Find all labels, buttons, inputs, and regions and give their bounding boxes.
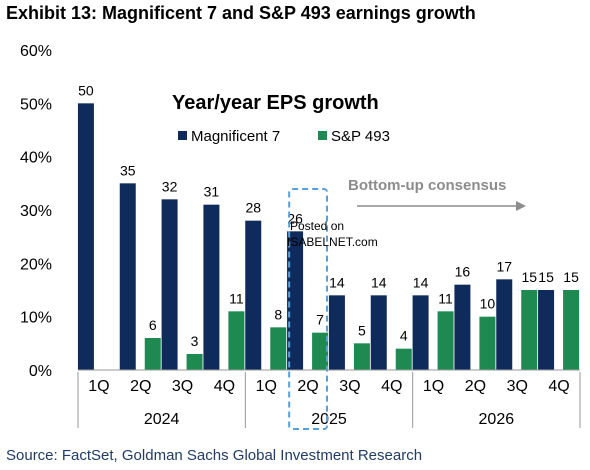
year-label: 2025 bbox=[311, 411, 347, 428]
x-tick-label: 2Q bbox=[465, 378, 486, 395]
chart-title: Year/year EPS growth bbox=[172, 92, 379, 114]
y-tick-label: 60% bbox=[20, 43, 52, 60]
data-label-magnificent-7: 14 bbox=[329, 274, 345, 290]
x-tick-label: 3Q bbox=[339, 378, 360, 395]
data-label-sp-493: 11 bbox=[438, 290, 453, 306]
data-label-magnificent-7: 16 bbox=[455, 264, 471, 280]
data-label-magnificent-7: 14 bbox=[371, 274, 387, 290]
bar-sp-493 bbox=[186, 354, 203, 370]
bar-sp-493 bbox=[563, 290, 580, 370]
bar-sp-493 bbox=[479, 316, 496, 370]
annotation-arrow-head bbox=[516, 201, 526, 211]
x-tick-label: 4Q bbox=[548, 378, 569, 395]
bar-magnificent-7 bbox=[454, 284, 471, 370]
bar-magnificent-7 bbox=[77, 103, 94, 370]
data-label-magnificent-7: 31 bbox=[204, 184, 220, 200]
page-title: Exhibit 13: Magnificent 7 and S&P 493 ea… bbox=[6, 3, 476, 23]
bar-sp-493 bbox=[437, 311, 454, 370]
y-tick-label: 50% bbox=[20, 96, 52, 113]
legend-swatch bbox=[318, 131, 327, 140]
y-tick-label: 0% bbox=[29, 363, 52, 380]
x-tick-label: 2Q bbox=[297, 378, 318, 395]
data-label-sp-493: 10 bbox=[480, 296, 496, 312]
data-label-sp-493: 6 bbox=[149, 317, 157, 333]
x-tick-label: 3Q bbox=[172, 378, 193, 395]
x-tick-label: 4Q bbox=[381, 378, 402, 395]
bar-sp-493 bbox=[521, 290, 538, 370]
y-tick-label: 20% bbox=[20, 256, 52, 273]
highlight-box bbox=[288, 188, 328, 430]
x-tick-label: 1Q bbox=[256, 378, 277, 395]
year-label: 2026 bbox=[479, 411, 515, 428]
x-tick-label: 2Q bbox=[130, 378, 151, 395]
bar-sp-493 bbox=[228, 311, 245, 370]
bar-sp-493 bbox=[395, 348, 412, 370]
legend-entry: S&P 493 bbox=[331, 128, 390, 145]
data-label-sp-493: 11 bbox=[229, 290, 244, 306]
data-label-sp-493: 8 bbox=[274, 306, 282, 322]
data-label-magnificent-7: 35 bbox=[120, 162, 136, 178]
data-label-sp-493: 7 bbox=[316, 312, 324, 328]
x-tick-label: 1Q bbox=[423, 378, 444, 395]
data-label-sp-493: 15 bbox=[521, 269, 537, 285]
y-tick-label: 10% bbox=[20, 310, 52, 327]
bar-magnificent-7 bbox=[161, 199, 178, 370]
y-tick-label: 40% bbox=[20, 150, 52, 167]
bar-magnificent-7 bbox=[538, 290, 555, 370]
x-tick-label: 4Q bbox=[214, 378, 235, 395]
data-label-magnificent-7: 26 bbox=[287, 210, 303, 226]
data-label-sp-493: 15 bbox=[563, 269, 579, 285]
data-label-sp-493: 3 bbox=[191, 333, 199, 349]
data-label-magnificent-7: 15 bbox=[538, 269, 554, 285]
bar-sp-493 bbox=[144, 338, 161, 370]
legend-entry: Magnificent 7 bbox=[191, 128, 280, 145]
x-tick-label: 3Q bbox=[507, 378, 528, 395]
bar-magnificent-7 bbox=[287, 231, 304, 370]
y-tick-label: 30% bbox=[20, 203, 52, 220]
consensus-annotation: Bottom-up consensus bbox=[348, 177, 506, 194]
bar-magnificent-7 bbox=[119, 183, 136, 370]
bar-magnificent-7 bbox=[245, 220, 262, 370]
x-tick-label: 1Q bbox=[88, 378, 109, 395]
data-label-magnificent-7: 17 bbox=[496, 258, 512, 274]
data-label-magnificent-7: 28 bbox=[245, 200, 261, 216]
bar-sp-493 bbox=[353, 343, 370, 370]
data-label-magnificent-7: 32 bbox=[162, 178, 178, 194]
bar-sp-493 bbox=[270, 327, 287, 370]
bar-sp-493 bbox=[312, 332, 329, 370]
year-label: 2024 bbox=[144, 411, 180, 428]
bar-magnificent-7 bbox=[496, 279, 513, 370]
bar-magnificent-7 bbox=[203, 204, 220, 370]
source-note: Source: FactSet, Goldman Sachs Global In… bbox=[6, 447, 423, 464]
watermark-line-2: ISABELNET.com bbox=[287, 235, 378, 249]
bar-magnificent-7 bbox=[412, 295, 429, 370]
data-label-magnificent-7: 50 bbox=[78, 82, 94, 98]
bar-magnificent-7 bbox=[328, 295, 345, 370]
data-label-sp-493: 5 bbox=[358, 322, 366, 338]
watermark-line-1: Posted on bbox=[290, 219, 344, 233]
data-label-sp-493: 4 bbox=[400, 328, 408, 344]
data-label-magnificent-7: 14 bbox=[413, 274, 429, 290]
bar-magnificent-7 bbox=[370, 295, 387, 370]
legend-swatch bbox=[178, 131, 187, 140]
